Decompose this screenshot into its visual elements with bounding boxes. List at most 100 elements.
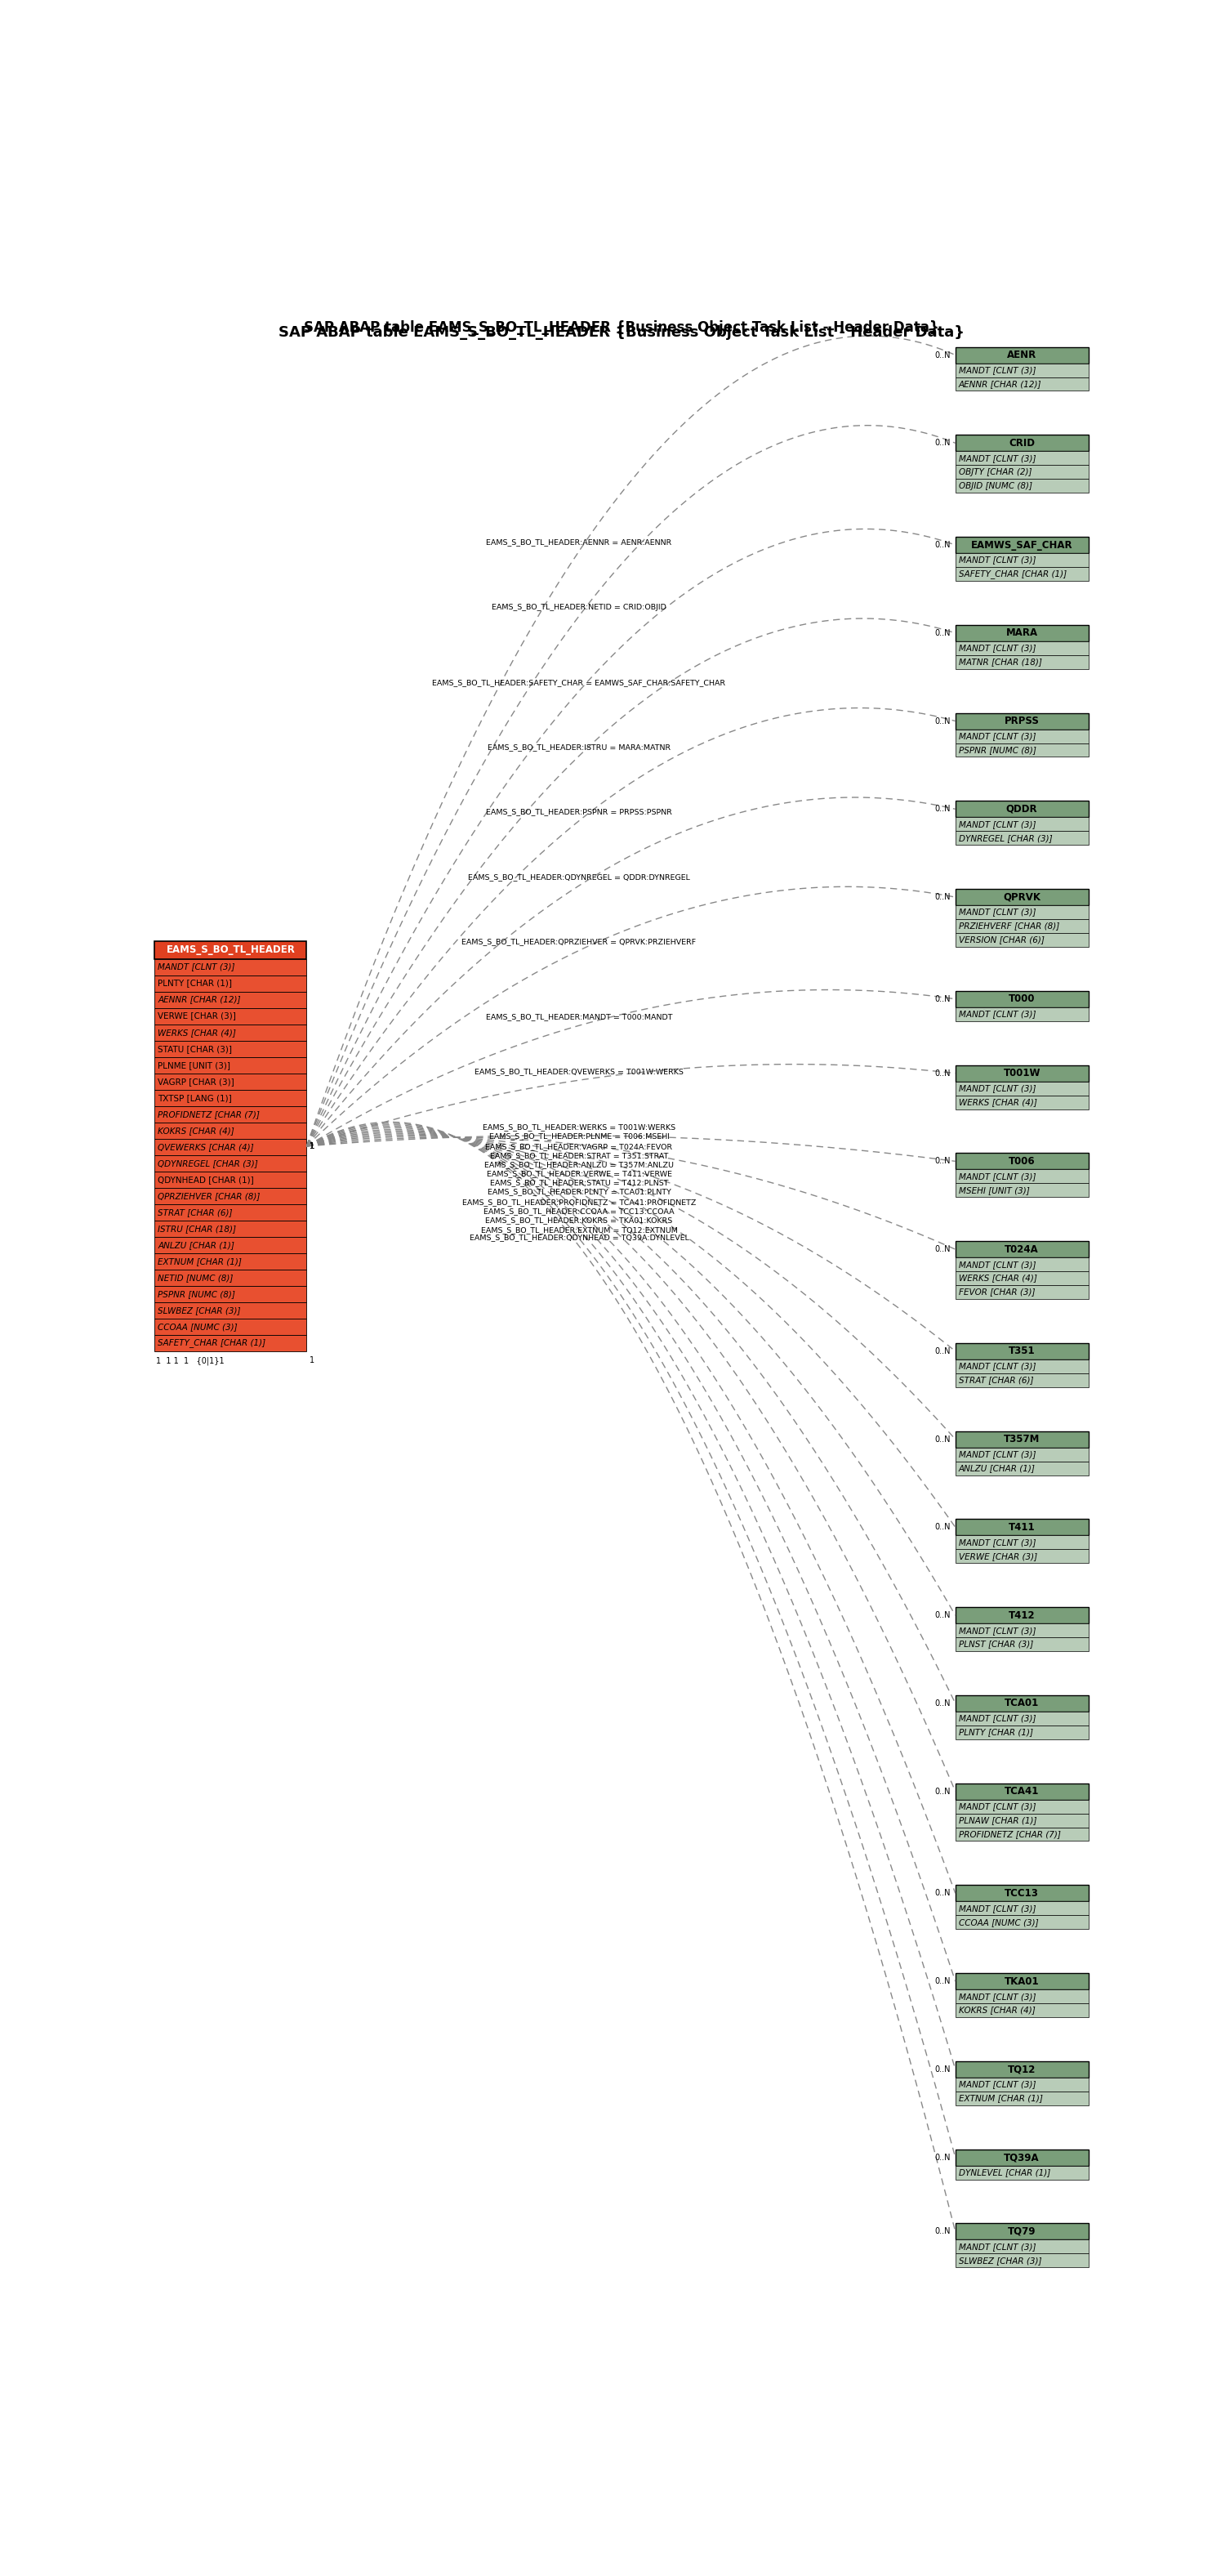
Text: 0..N: 0..N <box>934 1069 950 1077</box>
Text: STRAT [CHAR (6)]: STRAT [CHAR (6)] <box>959 1376 1034 1383</box>
Text: 0..N: 0..N <box>934 438 950 448</box>
Bar <box>955 1373 1088 1386</box>
Text: T001W: T001W <box>1004 1069 1040 1079</box>
Bar <box>955 1007 1088 1020</box>
Text: CCOAA [NUMC (3)]: CCOAA [NUMC (3)] <box>959 1919 1039 1927</box>
Text: EAMS_S_BO_TL_HEADER:NETID = CRID:OBJID: EAMS_S_BO_TL_HEADER:NETID = CRID:OBJID <box>492 603 667 611</box>
Text: OBJID [NUMC (8)]: OBJID [NUMC (8)] <box>959 482 1031 489</box>
Text: DYNREGEL [CHAR (3)]: DYNREGEL [CHAR (3)] <box>959 835 1052 842</box>
Text: 1: 1 <box>310 1141 315 1151</box>
Bar <box>955 920 1088 933</box>
Text: WERKS [CHAR (4)]: WERKS [CHAR (4)] <box>959 1275 1036 1283</box>
Text: 1: 1 <box>310 1141 315 1151</box>
Text: EAMS_S_BO_TL_HEADER:QDYNREGEL = QDDR:DYNREGEL: EAMS_S_BO_TL_HEADER:QDYNREGEL = QDDR:DYN… <box>468 873 690 881</box>
Bar <box>955 1095 1088 1110</box>
Bar <box>155 1270 307 1285</box>
Bar <box>955 2223 1088 2239</box>
Text: EAMS_S_BO_TL_HEADER:MANDT = T000:MANDT: EAMS_S_BO_TL_HEADER:MANDT = T000:MANDT <box>486 1012 673 1020</box>
Bar <box>955 2239 1088 2254</box>
Bar <box>155 992 307 1007</box>
Bar <box>155 1203 307 1221</box>
Bar <box>155 1123 307 1139</box>
Bar <box>955 992 1088 1007</box>
Text: EAMS_S_BO_TL_HEADER:CCOAA = TCC13:CCOAA: EAMS_S_BO_TL_HEADER:CCOAA = TCC13:CCOAA <box>484 1208 674 1216</box>
Text: ISTRU [CHAR (18)]: ISTRU [CHAR (18)] <box>158 1224 236 1234</box>
Bar <box>955 2092 1088 2105</box>
Text: T351: T351 <box>1008 1345 1035 1358</box>
Text: EAMS_S_BO_TL_HEADER:AENNR = AENR:AENNR: EAMS_S_BO_TL_HEADER:AENNR = AENR:AENNR <box>486 538 671 546</box>
Text: KOKRS [CHAR (4)]: KOKRS [CHAR (4)] <box>959 2007 1035 2014</box>
Bar <box>955 1814 1088 1826</box>
Text: PLNTY [CHAR (1)]: PLNTY [CHAR (1)] <box>158 979 233 987</box>
Text: MANDT [CLNT (3)]: MANDT [CLNT (3)] <box>959 1716 1036 1723</box>
Text: TXTSP [LANG (1)]: TXTSP [LANG (1)] <box>158 1095 231 1103</box>
Text: PSPNR [NUMC (8)]: PSPNR [NUMC (8)] <box>158 1291 235 1298</box>
Bar <box>955 1448 1088 1461</box>
Bar <box>955 2148 1088 2166</box>
Text: 0..N: 0..N <box>934 1157 950 1164</box>
Bar <box>155 1056 307 1074</box>
Bar <box>155 1041 307 1056</box>
Text: 0..N: 0..N <box>934 806 950 814</box>
Bar <box>155 976 307 992</box>
Text: MANDT [CLNT (3)]: MANDT [CLNT (3)] <box>959 1450 1036 1458</box>
Text: EAMS_S_BO_TL_HEADER:ISTRU = MARA:MATNR: EAMS_S_BO_TL_HEADER:ISTRU = MARA:MATNR <box>487 744 670 750</box>
Bar <box>955 1783 1088 1801</box>
Text: MANDT [CLNT (3)]: MANDT [CLNT (3)] <box>959 1363 1036 1370</box>
Text: PLNST [CHAR (3)]: PLNST [CHAR (3)] <box>959 1641 1033 1649</box>
Bar <box>955 1901 1088 1917</box>
Bar <box>155 1252 307 1270</box>
Text: MANDT [CLNT (3)]: MANDT [CLNT (3)] <box>959 453 1036 461</box>
Text: MANDT [CLNT (3)]: MANDT [CLNT (3)] <box>959 366 1036 374</box>
Bar <box>955 2166 1088 2179</box>
Text: VERWE [CHAR (3)]: VERWE [CHAR (3)] <box>158 1012 236 1020</box>
Text: WERKS [CHAR (4)]: WERKS [CHAR (4)] <box>158 1028 236 1036</box>
Bar <box>955 2079 1088 2092</box>
Text: MANDT [CLNT (3)]: MANDT [CLNT (3)] <box>959 644 1036 652</box>
Text: EAMS_S_BO_TL_HEADER:WERKS = T001W:WERKS: EAMS_S_BO_TL_HEADER:WERKS = T001W:WERKS <box>482 1123 675 1131</box>
Text: MANDT [CLNT (3)]: MANDT [CLNT (3)] <box>158 963 235 971</box>
Text: 0..N: 0..N <box>934 2154 950 2161</box>
Text: STRAT [CHAR (6)]: STRAT [CHAR (6)] <box>158 1208 233 1216</box>
Text: AENR: AENR <box>1007 350 1036 361</box>
Text: EAMS_S_BO_TL_HEADER:ANLZU = T357M:ANLZU: EAMS_S_BO_TL_HEADER:ANLZU = T357M:ANLZU <box>485 1162 674 1170</box>
Text: TKA01: TKA01 <box>1005 1976 1039 1986</box>
Bar <box>955 1973 1088 1989</box>
Text: EAMS_S_BO_TL_HEADER:SAFETY_CHAR = EAMWS_SAF_CHAR:SAFETY_CHAR: EAMS_S_BO_TL_HEADER:SAFETY_CHAR = EAMWS_… <box>433 677 726 685</box>
Bar <box>955 1285 1088 1298</box>
Text: SAFETY_CHAR [CHAR (1)]: SAFETY_CHAR [CHAR (1)] <box>959 569 1067 580</box>
Bar <box>955 1535 1088 1548</box>
Bar <box>155 1172 307 1188</box>
Bar <box>955 1154 1088 1170</box>
Text: EAMS_S_BO_TL_HEADER:VERWE = T411:VERWE: EAMS_S_BO_TL_HEADER:VERWE = T411:VERWE <box>486 1170 671 1177</box>
Text: TQ12: TQ12 <box>1007 2063 1036 2074</box>
Text: SAP ABAP table EAMS_S_BO_TL_HEADER {Business Object Task List - Header Data}: SAP ABAP table EAMS_S_BO_TL_HEADER {Busi… <box>303 319 939 335</box>
Text: MANDT [CLNT (3)]: MANDT [CLNT (3)] <box>959 1260 1036 1267</box>
Text: 0..N: 0..N <box>934 994 950 1002</box>
Text: CCOAA [NUMC (3)]: CCOAA [NUMC (3)] <box>158 1321 238 1332</box>
Bar <box>955 363 1088 376</box>
Bar <box>955 348 1088 363</box>
Bar <box>155 1221 307 1236</box>
Text: T412: T412 <box>1008 1610 1035 1620</box>
Text: PSPNR [NUMC (8)]: PSPNR [NUMC (8)] <box>959 747 1036 755</box>
Text: EAMS_S_BO_TL_HEADER:PLNTY = TCA01:PLNTY: EAMS_S_BO_TL_HEADER:PLNTY = TCA01:PLNTY <box>487 1188 671 1195</box>
Bar <box>955 451 1088 466</box>
Bar <box>955 2254 1088 2267</box>
Text: MANDT [CLNT (3)]: MANDT [CLNT (3)] <box>959 556 1036 564</box>
Text: TCA41: TCA41 <box>1005 1785 1039 1795</box>
Text: EAMS_S_BO_TL_HEADER:STRAT = T351:STRAT: EAMS_S_BO_TL_HEADER:STRAT = T351:STRAT <box>490 1151 668 1159</box>
Text: MANDT [CLNT (3)]: MANDT [CLNT (3)] <box>959 1625 1036 1636</box>
Bar <box>955 832 1088 845</box>
Text: 0..N: 0..N <box>934 1788 950 1795</box>
Bar <box>955 1623 1088 1638</box>
Text: 0..N: 0..N <box>934 2228 950 2236</box>
Text: MANDT [CLNT (3)]: MANDT [CLNT (3)] <box>959 909 1036 917</box>
Bar <box>955 435 1088 451</box>
Bar <box>955 641 1088 654</box>
Text: MARA: MARA <box>1006 629 1037 639</box>
Bar <box>955 1342 1088 1360</box>
Bar <box>955 1461 1088 1476</box>
Text: PLNTY [CHAR (1)]: PLNTY [CHAR (1)] <box>959 1728 1033 1736</box>
Text: 0..N: 0..N <box>934 1522 950 1530</box>
